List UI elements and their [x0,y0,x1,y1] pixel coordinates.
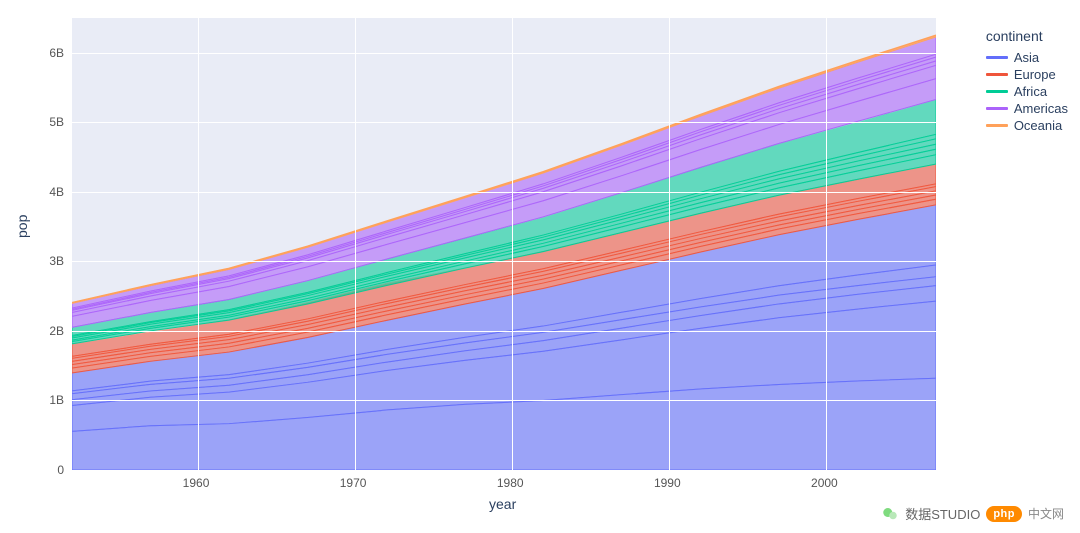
legend: continent Asia Europe Africa Americas Oceani… [986,28,1068,135]
legend-label: Asia [1014,50,1039,65]
legend-label: Oceania [1014,118,1062,133]
legend-swatch [986,73,1008,76]
x-axis-label: year [489,496,516,512]
wechat-icon [881,505,899,523]
x-tick-label: 1970 [340,476,367,490]
watermark-text: 数据STUDIO [905,504,980,523]
y-tick-label: 1B [49,393,64,407]
chart-container: 19601970198019902000 01B2B3B4B5B6B year … [0,0,1080,533]
y-axis-label: pop [14,215,30,238]
stacked-area-svg [0,0,1080,533]
legend-swatch [986,107,1008,110]
legend-title: continent [986,28,1068,44]
watermark: 数据STUDIO php 中文网 [881,504,1064,523]
y-tick-label: 5B [49,115,64,129]
legend-swatch [986,90,1008,93]
legend-swatch [986,124,1008,127]
legend-item[interactable]: Asia [986,50,1068,65]
y-tick-label: 0 [57,463,64,477]
legend-swatch [986,56,1008,59]
x-tick-label: 1980 [497,476,524,490]
legend-item[interactable]: Oceania [986,118,1068,133]
watermark-bubble: php [986,506,1022,522]
legend-label: Europe [1014,67,1056,82]
legend-label: Americas [1014,101,1068,116]
legend-item[interactable]: Europe [986,67,1068,82]
y-tick-label: 3B [49,254,64,268]
y-tick-label: 2B [49,324,64,338]
watermark-tail: 中文网 [1028,505,1064,522]
legend-label: Africa [1014,84,1047,99]
x-tick-label: 2000 [811,476,838,490]
legend-item[interactable]: Americas [986,101,1068,116]
y-tick-label: 6B [49,46,64,60]
x-tick-label: 1990 [654,476,681,490]
x-tick-label: 1960 [183,476,210,490]
legend-item[interactable]: Africa [986,84,1068,99]
y-tick-label: 4B [49,185,64,199]
